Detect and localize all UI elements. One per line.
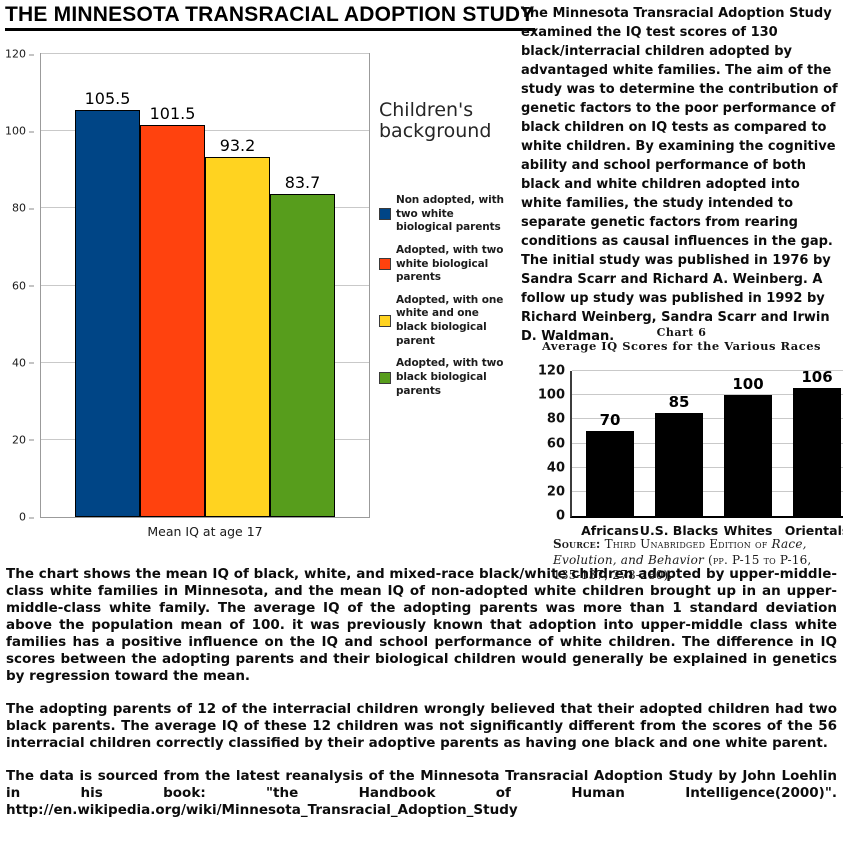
bar: 93.2 (205, 136, 270, 517)
race-chart-source: Source: Third Unabridged Edition of Race… (553, 537, 837, 584)
race-chart-titles: Chart 6 Average IQ Scores for the Variou… (520, 326, 843, 353)
gridline (572, 418, 843, 420)
bar: 100 Whites (724, 375, 773, 538)
page-title: THE MINNESOTA TRANSRACIAL ADOPTION STUDY (5, 3, 535, 31)
y-tick-label: 20 (12, 433, 34, 446)
race-chart-plot-area: 70 Africans 85 U.S. Blacks 100 Whites 106 Orien… (572, 368, 843, 538)
bar: 83.7 (270, 173, 335, 517)
y-tick-label: 60 (546, 436, 565, 451)
body-paragraph-3: The data is sourced from the latest rean… (6, 768, 837, 818)
bar-value-label: 100 (732, 375, 764, 394)
legend-item: Adopted, with two white biological paren… (379, 244, 515, 285)
y-tick-label: 40 (546, 460, 565, 476)
legend-item: Adopted, with one white and one black bi… (379, 294, 515, 349)
bar: 85 U.S. Blacks (640, 393, 718, 538)
source-text-before: Third Unabridged Edition of (600, 537, 772, 551)
legend-item: Adopted, with two black biological paren… (379, 357, 515, 398)
gridline (572, 466, 843, 468)
race-chart-plot: 70 Africans 85 U.S. Blacks 100 Whites 106 Orien… (538, 364, 843, 538)
y-tick-label: 0 (555, 508, 565, 524)
race-chart-title: Chart 6 (656, 326, 707, 339)
gridline (572, 442, 843, 444)
y-tick-label: 40 (12, 356, 34, 369)
bar-value-label: 106 (801, 367, 833, 386)
gridline (572, 370, 843, 371)
bar-value-label: 105.5 (84, 88, 131, 108)
legend-color-swatch (379, 208, 391, 221)
x-category-label: U.S. Blacks (639, 523, 719, 538)
x-category-label: Whites (723, 523, 773, 538)
bar-value-label: 83.7 (284, 173, 321, 193)
source-text-after: (pp. P-15 to P-16, 135-137, 278-280). (553, 552, 812, 583)
body-text: The chart shows the mean IQ of black, wh… (6, 566, 837, 819)
legend-color-swatch (379, 315, 391, 328)
legend-item-label: Adopted, with two black biological paren… (396, 357, 504, 397)
main-chart-plot: 105.5 101.5 93.2 83.7 Mean IQ at age 17 0 20… (5, 48, 370, 539)
x-category-label: Africans (581, 523, 639, 538)
main-chart-bars: 105.5 101.5 93.2 83.7 (41, 54, 369, 517)
y-tick-label: 0 (19, 511, 34, 524)
bar-value-label: 85 (668, 393, 690, 412)
bar-value-label: 93.2 (219, 136, 256, 156)
bar: 70 Africans (581, 411, 639, 538)
gridline (41, 130, 369, 132)
race-chart-subtitle: Average IQ Scores for the Various Races (541, 339, 822, 353)
race-chart-bars: 70 Africans 85 U.S. Blacks 100 Whites 106 Orien… (572, 368, 843, 538)
body-paragraph-2: The adopting parents of 12 of the interr… (6, 701, 837, 751)
intro-paragraph: The Minnesota Transracial Adoption Study… (521, 6, 838, 344)
bar: 105.5 (75, 89, 140, 517)
gridline (572, 394, 843, 396)
legend-item-label: Non adopted, with two white biological p… (396, 194, 504, 234)
y-tick-label: 60 (12, 279, 34, 292)
x-category-label: Orientals (784, 523, 843, 538)
bar-value-label: 70 (599, 411, 621, 430)
legend-item-label: Adopted, with one white and one black bi… (396, 293, 504, 347)
source-label: Source: (553, 537, 601, 551)
y-tick-label: 120 (5, 48, 34, 61)
bar-value-label: 101.5 (149, 104, 196, 124)
gridline (572, 490, 843, 492)
legend-item-label: Adopted, with two white biological paren… (396, 243, 504, 284)
bar: 106 Orientals (785, 368, 843, 538)
body-paragraph-1: The chart shows the mean IQ of black, wh… (6, 566, 837, 684)
race-chart: Chart 6 Average IQ Scores for the Variou… (520, 326, 843, 582)
y-tick-label: 20 (546, 484, 565, 500)
legend-title: Children's background (379, 99, 492, 143)
y-tick-label: 120 (537, 363, 565, 379)
bar: 101.5 (140, 104, 205, 517)
legend-color-swatch (379, 371, 391, 384)
y-tick-label: 80 (12, 202, 34, 215)
y-tick-label: 100 (537, 387, 565, 403)
y-tick-label: 100 (5, 125, 34, 138)
main-chart-x-axis-label: Mean IQ at age 17 (147, 524, 263, 539)
legend-color-swatch (379, 258, 391, 271)
main-chart: 105.5 101.5 93.2 83.7 Mean IQ at age 17 0 20… (0, 44, 376, 549)
legend: Non adopted, with two white biological p… (379, 194, 515, 398)
y-tick-label: 80 (546, 411, 565, 427)
main-chart-plot-area: 105.5 101.5 93.2 83.7 (41, 53, 369, 517)
source-book-title: Race, Evolution, and Behavior (553, 537, 807, 567)
legend-item: Non adopted, with two white biological p… (379, 194, 515, 235)
gridline (41, 53, 369, 54)
